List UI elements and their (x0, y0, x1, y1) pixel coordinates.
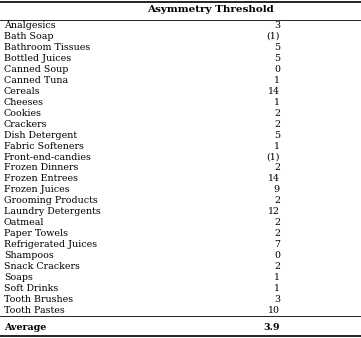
Text: (1): (1) (266, 32, 280, 41)
Text: Fabric Softeners: Fabric Softeners (4, 142, 84, 150)
Text: 5: 5 (274, 43, 280, 52)
Text: Average: Average (4, 322, 46, 332)
Text: 5: 5 (274, 54, 280, 63)
Text: Soft Drinks: Soft Drinks (4, 284, 58, 293)
Text: 2: 2 (274, 229, 280, 238)
Text: 9: 9 (274, 186, 280, 194)
Text: Analgesics: Analgesics (4, 21, 56, 30)
Text: Front-end-candies: Front-end-candies (4, 152, 92, 162)
Text: 2: 2 (274, 164, 280, 172)
Text: 7: 7 (274, 240, 280, 249)
Text: Oatmeal: Oatmeal (4, 218, 44, 227)
Text: 2: 2 (274, 196, 280, 206)
Text: Frozen Dinners: Frozen Dinners (4, 164, 78, 172)
Text: 1: 1 (274, 142, 280, 150)
Text: Bottled Juices: Bottled Juices (4, 54, 71, 63)
Text: 3.9: 3.9 (264, 322, 280, 332)
Text: 2: 2 (274, 218, 280, 227)
Text: 14: 14 (268, 174, 280, 184)
Text: Cheeses: Cheeses (4, 98, 44, 107)
Text: 1: 1 (274, 284, 280, 293)
Text: Soaps: Soaps (4, 273, 33, 282)
Text: Frozen Entrees: Frozen Entrees (4, 174, 78, 184)
Text: 3: 3 (274, 295, 280, 304)
Text: 12: 12 (268, 207, 280, 216)
Text: Dish Detergent: Dish Detergent (4, 130, 77, 140)
Text: Grooming Products: Grooming Products (4, 196, 98, 206)
Text: Bathroom Tissues: Bathroom Tissues (4, 43, 90, 52)
Text: 5: 5 (274, 130, 280, 140)
Text: Cookies: Cookies (4, 109, 42, 118)
Text: Tooth Pastes: Tooth Pastes (4, 306, 65, 315)
Text: 14: 14 (268, 87, 280, 96)
Text: Asymmetry Threshold: Asymmetry Threshold (147, 5, 273, 15)
Text: 1: 1 (274, 76, 280, 85)
Text: Laundry Detergents: Laundry Detergents (4, 207, 101, 216)
Text: Canned Soup: Canned Soup (4, 65, 68, 74)
Text: 2: 2 (274, 262, 280, 271)
Text: (1): (1) (266, 152, 280, 162)
Text: 2: 2 (274, 109, 280, 118)
Text: Refrigerated Juices: Refrigerated Juices (4, 240, 97, 249)
Text: 0: 0 (274, 65, 280, 74)
Text: Tooth Brushes: Tooth Brushes (4, 295, 73, 304)
Text: Snack Crackers: Snack Crackers (4, 262, 80, 271)
Text: 2: 2 (274, 120, 280, 129)
Text: Crackers: Crackers (4, 120, 48, 129)
Text: Bath Soap: Bath Soap (4, 32, 53, 41)
Text: Paper Towels: Paper Towels (4, 229, 68, 238)
Text: 10: 10 (268, 306, 280, 315)
Text: Canned Tuna: Canned Tuna (4, 76, 68, 85)
Text: 1: 1 (274, 98, 280, 107)
Text: 0: 0 (274, 251, 280, 260)
Text: 1: 1 (274, 273, 280, 282)
Text: Shampoos: Shampoos (4, 251, 54, 260)
Text: Frozen Juices: Frozen Juices (4, 186, 70, 194)
Text: Cereals: Cereals (4, 87, 41, 96)
Text: 3: 3 (274, 21, 280, 30)
